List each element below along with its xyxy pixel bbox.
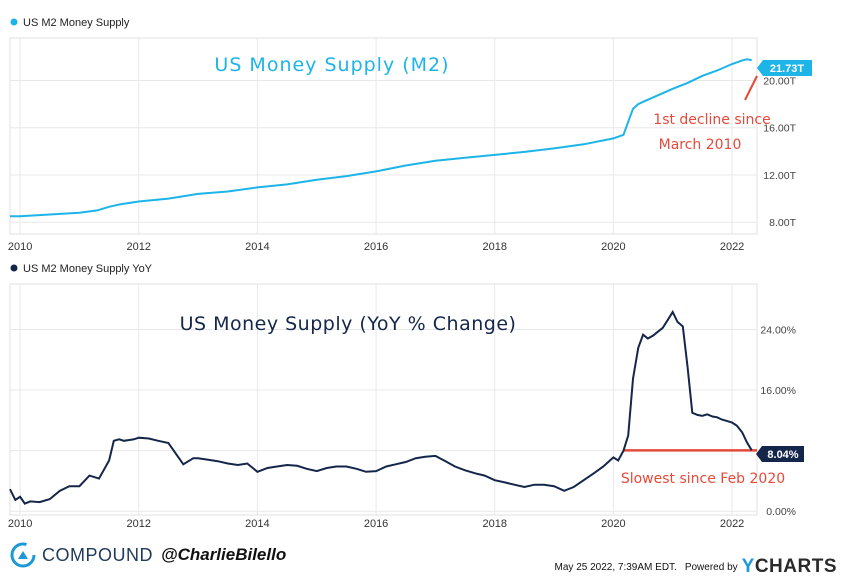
m2-legend-marker xyxy=(10,18,18,26)
m2-callout-arrow xyxy=(744,75,758,101)
yoy-last-value-badge: 8.04% xyxy=(756,446,804,462)
yoy-x-tick-label: 2018 xyxy=(483,518,507,530)
yoy-y-tick-label: 24.00% xyxy=(760,324,796,336)
m2-panel: US M2 Money Supply 2010 2012 2014 2016 2018 2… xyxy=(8,17,812,253)
yoy-x-tick-label: 2020 xyxy=(601,518,625,530)
m2-x-tick-label: 2018 xyxy=(483,241,507,253)
m2-chart-annotation-title: US Money Supply (M2) xyxy=(214,54,449,76)
m2-x-tick-label: 2012 xyxy=(127,241,151,253)
yoy-last-value-badge-shape xyxy=(756,446,804,462)
m2-x-axis: 2010 2012 2014 2016 2018 2020 2022 xyxy=(8,241,744,253)
m2-x-tick-label: 2014 xyxy=(245,241,269,253)
m2-y-tick-label: 12.00T xyxy=(763,170,796,182)
yoy-y-axis: 0.00%8.00%16.00%24.00% xyxy=(760,324,796,518)
yoy-x-tick-label: 2012 xyxy=(127,518,151,530)
m2-callout-line-1: 1st decline since xyxy=(653,112,770,128)
m2-x-tick-label: 2010 xyxy=(8,241,32,253)
yoy-legend-label[interactable]: US M2 Money Supply YoY xyxy=(23,263,153,275)
yoy-panel: US M2 Money Supply YoY 2010 2012 2014 2016 2… xyxy=(8,263,804,530)
twitter-handle[interactable]: @CharlieBilello xyxy=(161,545,287,564)
m2-y-tick-label: 20.00T xyxy=(763,76,796,88)
m2-y-tick-label: 16.00T xyxy=(763,123,796,135)
m2-y-axis: 8.00T 12.00T 16.00T 20.00T xyxy=(763,76,796,230)
powered-by-label: Powered by xyxy=(684,561,738,573)
yoy-plot-frame xyxy=(9,283,758,516)
footer: COMPOUND @CharlieBilello May 25 2022, 7:… xyxy=(0,536,849,579)
ycharts-logo[interactable]: YCHARTS xyxy=(742,556,837,578)
compound-brand-name: COMPOUND xyxy=(42,544,153,565)
yoy-last-value-label: 8.04% xyxy=(767,449,798,461)
yoy-chart-annotation-title: US Money Supply (YoY % Change) xyxy=(180,313,517,335)
m2-last-value-badge-shape xyxy=(757,60,812,76)
compound-logo-icon xyxy=(10,542,36,568)
m2-legend-label[interactable]: US M2 Money Supply xyxy=(23,17,130,29)
yoy-x-tick-label: 2010 xyxy=(8,518,32,530)
yoy-x-axis: 2010 2012 2014 2016 2018 2020 2022 xyxy=(8,518,744,530)
m2-x-tick-label: 2022 xyxy=(720,241,744,253)
yoy-y-tick-label: 0.00% xyxy=(766,506,796,518)
yoy-x-tick-label: 2016 xyxy=(364,518,388,530)
m2-last-value-label: 21.73T xyxy=(770,63,805,75)
timestamp: May 25 2022, 7:39AM EDT. xyxy=(554,561,677,573)
yoy-series-line[interactable] xyxy=(9,309,753,505)
footer-meta: May 25 2022, 7:39AM EDT. Powered by YCHA… xyxy=(555,556,837,578)
yoy-y-tick-label: 16.00% xyxy=(760,385,796,397)
m2-plot-frame xyxy=(9,37,758,235)
yoy-x-tick-label: 2014 xyxy=(245,518,269,530)
yoy-x-tick-label: 2022 xyxy=(720,518,744,530)
yoy-legend-marker xyxy=(10,264,18,272)
yoy-callout: Slowest since Feb 2020 xyxy=(621,471,785,487)
ycharts-logo-y: Y xyxy=(741,556,755,577)
chart-canvas: US M2 Money Supply 2010 2012 2014 2016 2018 2… xyxy=(8,17,812,530)
m2-x-tick-label: 2020 xyxy=(601,241,625,253)
compound-brand[interactable]: COMPOUND @CharlieBilello xyxy=(10,542,286,568)
m2-callout-line-2: March 2010 xyxy=(659,137,742,153)
m2-series-line[interactable] xyxy=(10,58,752,218)
ycharts-logo-text: CHARTS xyxy=(754,556,837,577)
m2-y-tick-label: 8.00T xyxy=(769,217,796,229)
m2-x-tick-label: 2016 xyxy=(364,241,388,253)
m2-gridlines xyxy=(10,38,757,234)
m2-last-value-badge: 21.73T xyxy=(757,60,812,76)
